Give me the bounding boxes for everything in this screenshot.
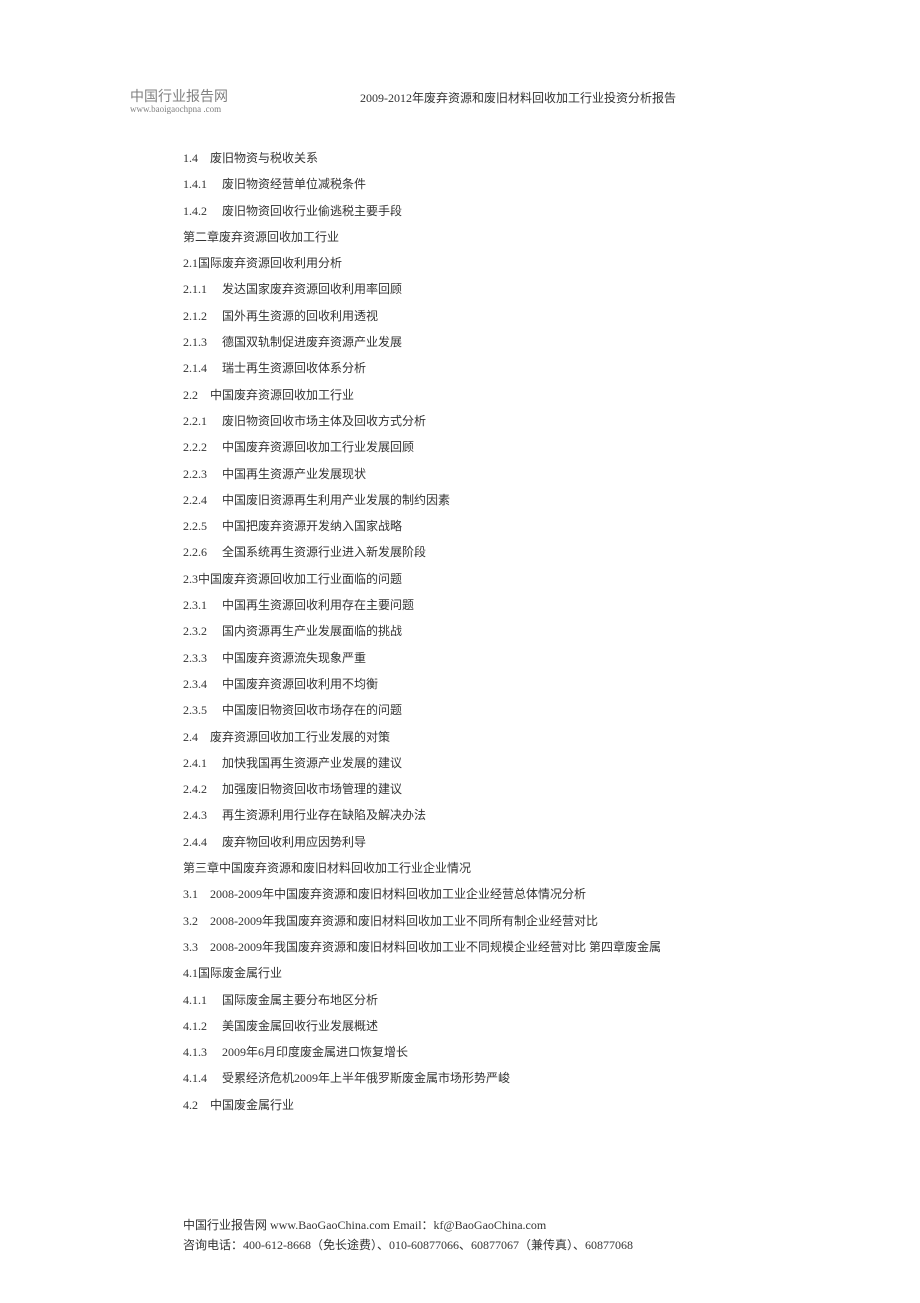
toc-item: 第三章中国废弃资源和废旧材料回收加工行业企业情况 — [183, 855, 823, 881]
toc-item: 2.2 中国废弃资源回收加工行业 — [183, 382, 823, 408]
toc-item: 2.2.6 全国系统再生资源行业进入新发展阶段 — [183, 539, 823, 565]
toc-item: 3.1 2008-2009年中国废弃资源和废旧材料回收加工业企业经营总体情况分析 — [183, 881, 823, 907]
footer-phone: 咨询电话：400-612-8668（免长途费）、010-60877066、608… — [183, 1235, 783, 1255]
toc-item: 2.4.1 加快我国再生资源产业发展的建议 — [183, 750, 823, 776]
toc-item: 2.3.3 中国废弃资源流失现象严重 — [183, 645, 823, 671]
document-title: 2009-2012年废弃资源和废旧材料回收加工行业投资分析报告 — [360, 89, 676, 106]
toc-item: 2.3中国废弃资源回收加工行业面临的问题 — [183, 566, 823, 592]
toc-item: 2.4.4 废弃物回收利用应因势利导 — [183, 829, 823, 855]
toc-item: 2.2.2 中国废弃资源回收加工行业发展回顾 — [183, 434, 823, 460]
toc-item: 4.1.2 美国废金属回收行业发展概述 — [183, 1013, 823, 1039]
site-url: www.baoigaochpna .com — [130, 104, 221, 114]
toc-item: 1.4 废旧物资与税收关系 — [183, 145, 823, 171]
toc-item: 2.3.1 中国再生资源回收利用存在主要问题 — [183, 592, 823, 618]
toc-item: 2.4.3 再生资源利用行业存在缺陷及解决办法 — [183, 802, 823, 828]
page-footer: 中国行业报告网 www.BaoGaoChina.com Email：kf@Bao… — [183, 1215, 783, 1255]
toc-item: 1.4.1 废旧物资经营单位减税条件 — [183, 171, 823, 197]
toc-item: 2.2.5 中国把废弃资源开发纳入国家战略 — [183, 513, 823, 539]
toc-item: 2.3.5 中国废旧物资回收市场存在的问题 — [183, 697, 823, 723]
toc-item: 2.4.2 加强废旧物资回收市场管理的建议 — [183, 776, 823, 802]
toc-item: 2.3.4 中国废弃资源回收利用不均衡 — [183, 671, 823, 697]
toc-item: 2.1.1 发达国家废弃资源回收利用率回顾 — [183, 276, 823, 302]
toc-item: 2.3.2 国内资源再生产业发展面临的挑战 — [183, 618, 823, 644]
toc-item: 4.1.3 2009年6月印度废金属进口恢复增长 — [183, 1039, 823, 1065]
toc-item: 4.1.4 受累经济危机2009年上半年俄罗斯废金属市场形势严峻 — [183, 1065, 823, 1091]
toc-item: 2.1.3 德国双轨制促进废弃资源产业发展 — [183, 329, 823, 355]
toc-item: 2.1国际废弃资源回收利用分析 — [183, 250, 823, 276]
toc-item: 3.2 2008-2009年我国废弃资源和废旧材料回收加工业不同所有制企业经营对… — [183, 908, 823, 934]
toc-item: 4.2 中国废金属行业 — [183, 1092, 823, 1118]
toc-item: 第二章废弃资源回收加工行业 — [183, 224, 823, 250]
footer-contact: 中国行业报告网 www.BaoGaoChina.com Email：kf@Bao… — [183, 1215, 783, 1235]
toc-item: 4.1国际废金属行业 — [183, 960, 823, 986]
toc-item: 1.4.2 废旧物资回收行业偷逃税主要手段 — [183, 198, 823, 224]
toc-item: 2.4 废弃资源回收加工行业发展的对策 — [183, 724, 823, 750]
toc-item: 4.1.1 国际废金属主要分布地区分析 — [183, 987, 823, 1013]
toc-item: 2.2.4 中国废旧资源再生利用产业发展的制约因素 — [183, 487, 823, 513]
toc-item: 2.1.4 瑞士再生资源回收体系分析 — [183, 355, 823, 381]
toc-item: 3.3 2008-2009年我国废弃资源和废旧材料回收加工业不同规模企业经营对比… — [183, 934, 823, 960]
toc-item: 2.2.3 中国再生资源产业发展现状 — [183, 461, 823, 487]
table-of-contents: 1.4 废旧物资与税收关系 1.4.1 废旧物资经营单位减税条件 1.4.2 废… — [183, 145, 823, 1118]
site-name: 中国行业报告网 — [130, 86, 228, 106]
toc-item: 2.2.1 废旧物资回收市场主体及回收方式分析 — [183, 408, 823, 434]
toc-item: 2.1.2 国外再生资源的回收利用透视 — [183, 303, 823, 329]
